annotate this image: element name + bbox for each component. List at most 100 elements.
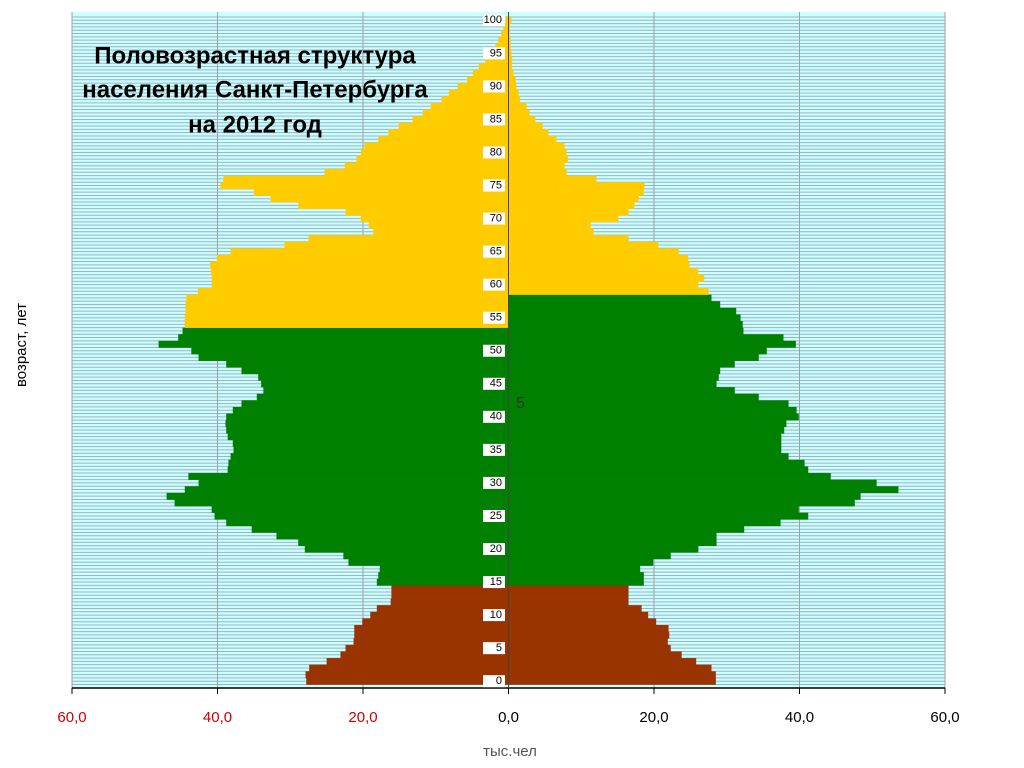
bar (354, 625, 509, 632)
bar (508, 347, 767, 355)
bar (508, 598, 629, 606)
bar (508, 122, 543, 130)
bar (508, 294, 712, 302)
bar (508, 552, 671, 560)
bar (508, 638, 668, 646)
bar (508, 367, 721, 375)
bar (508, 420, 787, 428)
bar (508, 261, 690, 269)
bar (210, 261, 509, 269)
y-axis-label: возраст, лет (13, 303, 30, 387)
bar (263, 387, 509, 395)
bar (364, 142, 509, 150)
bar (354, 631, 509, 639)
annotation: 5 (516, 395, 525, 412)
bar (326, 658, 509, 665)
bar (226, 360, 509, 368)
x-tick-label: 60,0 (930, 709, 959, 726)
bar (284, 241, 509, 249)
bar (376, 605, 509, 613)
bar (508, 89, 519, 97)
bar (508, 142, 565, 150)
bar (353, 638, 509, 646)
bar (508, 195, 639, 203)
bar (508, 175, 597, 183)
bar (498, 36, 509, 44)
bar (508, 188, 644, 196)
bar (185, 301, 509, 309)
bar (508, 221, 591, 229)
bar (478, 63, 509, 71)
bar (448, 89, 509, 97)
bar (508, 83, 517, 90)
bar (508, 565, 641, 573)
bar (508, 202, 635, 209)
bar (508, 473, 831, 480)
y-tick-label-bg (483, 212, 505, 225)
bar (441, 96, 509, 104)
y-tick-label-bg (483, 344, 505, 357)
y-tick-label-bg (483, 14, 505, 27)
y-tick-label: 95 (490, 47, 502, 59)
axes: 60,0 40,0 20,0 0,0 20,0 40,0 60,0 0 5 10 15 20 25 30 3… (57, 12, 960, 726)
bar (508, 373, 719, 381)
bar (508, 525, 745, 533)
x-tick-label: 20,0 (348, 709, 377, 726)
bar (508, 605, 642, 613)
bar (508, 340, 796, 348)
bar (508, 671, 716, 679)
bar (508, 23, 510, 31)
bar (508, 591, 629, 599)
bar (390, 598, 509, 606)
bar (216, 254, 509, 262)
bar (298, 539, 509, 547)
bar (508, 129, 549, 137)
bar (276, 532, 509, 540)
bar (508, 446, 782, 454)
bar (467, 76, 509, 84)
bar (379, 565, 509, 573)
y-tick-label: 100 (484, 14, 502, 26)
y-tick-label-bg (483, 245, 505, 258)
bar (508, 519, 781, 527)
bar (508, 539, 717, 547)
y-tick-label-bg (483, 410, 505, 423)
bar (508, 406, 797, 414)
bar (166, 492, 509, 500)
bar (505, 17, 509, 24)
bar (508, 578, 644, 586)
x-tick-label: 60,0 (57, 709, 86, 726)
x-tick-label: 40,0 (203, 709, 232, 726)
bar (241, 367, 509, 375)
y-tick-label: 75 (490, 179, 502, 191)
bar (398, 122, 509, 130)
bar (508, 274, 705, 282)
bar (343, 552, 509, 560)
bar (241, 400, 509, 408)
bar (508, 182, 645, 190)
bar (184, 321, 509, 328)
y-tick-label: 30 (490, 477, 502, 489)
bar (508, 155, 569, 163)
y-tick-label: 5 (496, 642, 502, 654)
bar (508, 17, 512, 24)
bar (360, 215, 509, 223)
y-tick-label-bg (483, 609, 505, 622)
bar (508, 492, 861, 500)
bar (508, 50, 512, 57)
bar (412, 116, 509, 124)
bar (508, 321, 743, 328)
bar (508, 248, 679, 256)
x-tick-label: 40,0 (785, 709, 814, 726)
bar (158, 340, 509, 348)
bar (306, 677, 509, 685)
bar (508, 677, 716, 685)
bar (198, 479, 509, 487)
bar (356, 155, 509, 163)
bar (495, 43, 509, 51)
chart-title: населения Санкт-Петербурга (82, 76, 428, 103)
bar (508, 644, 671, 652)
y-tick-label-bg (483, 47, 505, 60)
bar (304, 545, 509, 553)
bar (508, 235, 629, 243)
